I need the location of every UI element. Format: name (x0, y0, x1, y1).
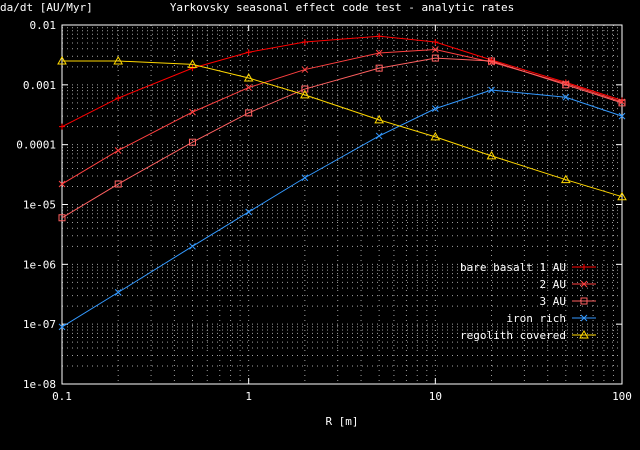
data-point (57, 56, 67, 65)
data-point (189, 65, 196, 72)
chart-title: Yarkovsky seasonal effect code test - an… (170, 1, 514, 14)
series-iron-rich (58, 86, 626, 331)
data-point (243, 73, 254, 82)
y-tick-label: 0.001 (23, 79, 56, 92)
data-point (299, 89, 310, 99)
legend-label: regolith covered (460, 329, 566, 342)
y-tick-label: 1e-07 (23, 318, 56, 331)
data-point (560, 174, 571, 184)
data-point (58, 323, 66, 331)
legend-sample-marker (580, 280, 588, 288)
data-point (618, 99, 626, 107)
y-tick-label: 0.0001 (16, 139, 56, 152)
data-point (114, 180, 122, 188)
data-point (245, 208, 253, 216)
legend-sample-marker (579, 329, 589, 339)
y-tick-label: 0.01 (30, 19, 57, 32)
data-point (375, 132, 383, 140)
data-point (245, 109, 253, 117)
data-point (432, 38, 439, 45)
series-line (61, 89, 623, 328)
data-point (188, 138, 196, 146)
series-line (62, 60, 623, 198)
data-point (618, 112, 626, 120)
series-line (61, 35, 623, 128)
series-3-au (58, 54, 626, 222)
data-point (430, 131, 441, 141)
data-point (431, 46, 439, 53)
legend-label: 3 AU (540, 295, 567, 308)
x-tick-label: 10 (429, 390, 442, 403)
x-tick-label: 0.1 (52, 390, 72, 403)
data-point (376, 33, 383, 40)
data-point (245, 49, 252, 56)
legend: bare basalt 1 AU 2 AU 3 AU iron rich regolit… (460, 261, 596, 342)
data-point (486, 150, 497, 160)
data-point (374, 114, 385, 124)
legend-sample-marker (580, 314, 588, 322)
data-point (488, 86, 495, 94)
data-point (301, 85, 309, 93)
data-point (189, 108, 196, 116)
y-axis-label: da/dt [AU/Myr] (0, 1, 93, 14)
data-point (617, 191, 627, 201)
data-point (113, 56, 124, 65)
axis-ticks: 0.1 1 10 100 1e-08 1e-07 1e-06 1e-05 0.0001 0.001… (16, 19, 632, 403)
data-point (375, 64, 383, 72)
legend-sample-marker (580, 297, 588, 305)
data-point (301, 174, 309, 182)
legend-label: 2 AU (540, 278, 567, 291)
y-tick-label: 1e-06 (23, 258, 56, 271)
data-point (189, 242, 196, 250)
legend-label: bare basalt 1 AU (460, 261, 566, 274)
data-point (562, 81, 570, 89)
x-tick-label: 100 (612, 390, 632, 403)
data-point (114, 147, 122, 154)
x-axis-label: R [m] (325, 415, 358, 428)
legend-label: iron rich (506, 312, 566, 325)
x-tick-label: 1 (245, 390, 252, 403)
data-point (562, 93, 570, 101)
data-point (301, 66, 309, 73)
data-point (431, 105, 439, 112)
y-tick-label: 1e-08 (23, 378, 56, 391)
data-point (301, 38, 308, 45)
legend-sample-marker (581, 264, 587, 270)
series-group (57, 33, 627, 331)
data-point (59, 123, 65, 130)
data-point (431, 54, 439, 62)
y-tick-label: 1e-05 (23, 199, 56, 212)
data-point (488, 57, 496, 65)
data-point (245, 84, 253, 91)
data-point (114, 289, 122, 296)
data-point (115, 95, 122, 102)
series-regolith-covered (57, 56, 627, 201)
data-point (58, 214, 66, 222)
grid (62, 25, 622, 384)
data-point (375, 49, 383, 57)
series-line (61, 57, 623, 219)
data-point (187, 59, 198, 68)
data-point (58, 180, 66, 188)
